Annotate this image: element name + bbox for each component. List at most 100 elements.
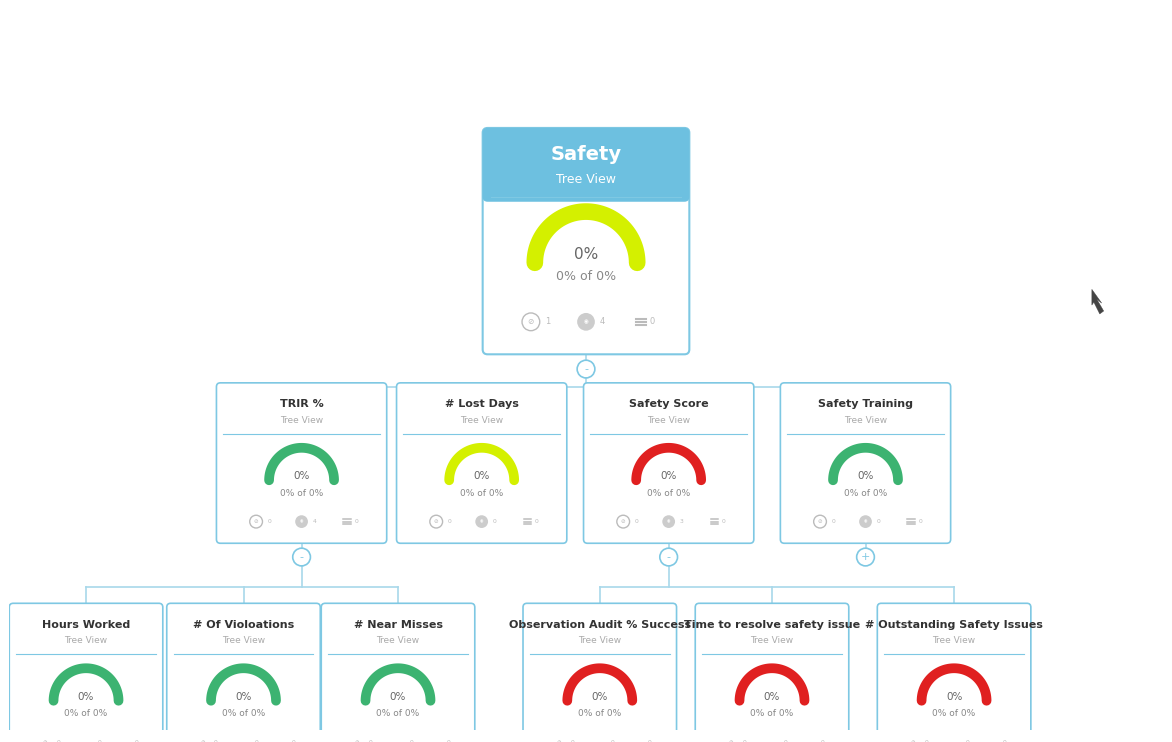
Text: 0%: 0% [574, 247, 598, 263]
Text: Safety Training: Safety Training [818, 399, 913, 410]
Circle shape [859, 515, 872, 528]
Text: Tree View: Tree View [578, 636, 621, 646]
Text: 0: 0 [292, 740, 295, 742]
Text: 0%: 0% [293, 471, 309, 482]
FancyBboxPatch shape [483, 128, 689, 354]
Text: Tree View: Tree View [647, 416, 690, 424]
Text: 0: 0 [634, 519, 639, 524]
Circle shape [391, 735, 404, 742]
Text: ⊘: ⊘ [911, 740, 915, 742]
Text: 0: 0 [254, 740, 259, 742]
Text: 0%: 0% [77, 692, 94, 702]
FancyBboxPatch shape [878, 603, 1031, 742]
Text: Safety: Safety [551, 145, 621, 164]
Text: ◉: ◉ [864, 519, 867, 524]
Text: 0%: 0% [661, 471, 677, 482]
Text: ⊘: ⊘ [729, 740, 734, 742]
Text: Safety Score: Safety Score [629, 399, 709, 410]
Text: ⊘: ⊘ [818, 519, 823, 524]
Text: 0%: 0% [390, 692, 407, 702]
Circle shape [293, 548, 311, 566]
Text: -: - [667, 552, 670, 562]
Circle shape [476, 515, 488, 528]
Text: 0% of 0%: 0% of 0% [376, 709, 420, 718]
Text: ⊘: ⊘ [557, 740, 561, 742]
Text: 3: 3 [680, 519, 683, 524]
Text: 0% of 0%: 0% of 0% [222, 709, 265, 718]
Text: 0%: 0% [592, 692, 608, 702]
FancyBboxPatch shape [217, 383, 387, 543]
Text: ◉: ◉ [953, 740, 956, 742]
Text: 0: 0 [722, 519, 725, 524]
Text: ◉: ◉ [770, 740, 774, 742]
Text: # Lost Days: # Lost Days [444, 399, 519, 410]
Text: Tree View: Tree View [844, 416, 887, 424]
Text: Tree View: Tree View [376, 636, 420, 646]
Text: 1: 1 [545, 318, 550, 326]
Circle shape [660, 548, 677, 566]
FancyBboxPatch shape [695, 603, 849, 742]
Text: 0% of 0%: 0% of 0% [933, 709, 976, 718]
Text: 0% of 0%: 0% of 0% [750, 709, 793, 718]
Polygon shape [1092, 289, 1104, 314]
Text: 0: 0 [783, 740, 788, 742]
Text: 0% of 0%: 0% of 0% [64, 709, 108, 718]
Circle shape [948, 735, 961, 742]
Text: ◉: ◉ [396, 740, 400, 742]
Text: 0: 0 [493, 519, 497, 524]
Text: # Of Violoations: # Of Violoations [193, 620, 294, 630]
Text: ⊘: ⊘ [254, 519, 258, 524]
Text: 4: 4 [313, 519, 316, 524]
Text: -: - [584, 364, 588, 374]
Text: ⊘: ⊘ [200, 740, 205, 742]
Circle shape [577, 360, 595, 378]
Text: 0: 0 [925, 740, 928, 742]
Text: ⊘: ⊘ [43, 740, 48, 742]
Text: Tree View: Tree View [64, 636, 108, 646]
Text: 0: 0 [743, 740, 747, 742]
Text: 0%: 0% [473, 471, 490, 482]
Text: Tree View: Tree View [222, 636, 265, 646]
Text: 0%: 0% [236, 692, 252, 702]
FancyBboxPatch shape [9, 603, 163, 742]
Text: 0: 0 [648, 740, 652, 742]
Text: Time to resolve safety issue: Time to resolve safety issue [684, 620, 860, 630]
Text: 0: 0 [820, 740, 824, 742]
FancyBboxPatch shape [584, 383, 754, 543]
Text: 0%: 0% [858, 471, 873, 482]
Text: ◉: ◉ [584, 319, 588, 324]
Text: 0% of 0%: 0% of 0% [461, 488, 503, 498]
Text: 0: 0 [966, 740, 969, 742]
Text: Hours Worked: Hours Worked [42, 620, 130, 630]
FancyBboxPatch shape [523, 603, 676, 742]
Text: Tree View: Tree View [556, 173, 616, 186]
Text: 0: 0 [571, 740, 574, 742]
Text: ◉: ◉ [84, 740, 88, 742]
Text: ⊘: ⊘ [621, 519, 626, 524]
Text: 0: 0 [534, 519, 538, 524]
Text: 0% of 0%: 0% of 0% [556, 270, 616, 283]
FancyBboxPatch shape [781, 383, 950, 543]
Text: ⊘: ⊘ [355, 740, 360, 742]
Text: 0: 0 [877, 519, 880, 524]
Circle shape [295, 515, 308, 528]
Circle shape [237, 735, 250, 742]
Circle shape [662, 515, 675, 528]
Text: ◉: ◉ [598, 740, 601, 742]
Text: Observation Audit % Success: Observation Audit % Success [509, 620, 690, 630]
Text: 0: 0 [831, 519, 836, 524]
Circle shape [857, 548, 874, 566]
Text: ◉: ◉ [481, 519, 483, 524]
FancyBboxPatch shape [483, 128, 689, 202]
Text: 0: 0 [214, 740, 218, 742]
Text: 0% of 0%: 0% of 0% [280, 488, 323, 498]
Text: Tree View: Tree View [461, 416, 503, 424]
Text: 0: 0 [267, 519, 271, 524]
Text: ◉: ◉ [300, 519, 304, 524]
Bar [488, 133, 684, 197]
Circle shape [593, 735, 606, 742]
Text: 0% of 0%: 0% of 0% [647, 488, 690, 498]
Text: 0: 0 [409, 740, 413, 742]
Text: 0: 0 [135, 740, 138, 742]
Text: Tree View: Tree View [280, 416, 323, 424]
